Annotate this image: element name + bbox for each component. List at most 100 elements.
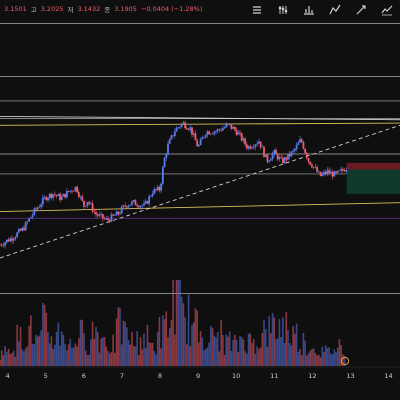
volume-bar-107 (182, 303, 185, 366)
candle-body-6 (9, 238, 12, 242)
candle-body-154 (263, 146, 265, 157)
volume-bar-8 (12, 350, 15, 366)
volume-bar-66 (112, 334, 114, 366)
volume-bar-174 (297, 351, 300, 366)
candle-body-27 (45, 196, 48, 201)
volume-bar-83 (141, 349, 144, 366)
chart-toolbar (250, 2, 394, 18)
indicators-icon[interactable] (302, 3, 316, 17)
candle-body-73 (124, 205, 127, 207)
volume-bar-101 (172, 280, 174, 366)
volume-bar-40 (67, 344, 70, 366)
volume-bar-61 (103, 337, 106, 366)
volume-bar-81 (138, 355, 140, 366)
candle-body-125 (213, 131, 216, 134)
candle-body-100 (170, 135, 173, 140)
volume-bar-13 (21, 349, 24, 366)
volume-bar-25 (42, 303, 44, 366)
volume-bar-165 (282, 317, 284, 366)
low-label: 저 (67, 6, 74, 14)
volume-bar-154 (263, 319, 265, 366)
candle-body-145 (247, 146, 250, 149)
candle-body-43 (72, 191, 75, 192)
candle-body-90 (153, 189, 156, 194)
candle-body-113 (192, 133, 195, 135)
candle-body-39 (65, 190, 68, 198)
volume-bar-124 (211, 327, 214, 366)
volume-bar-48 (81, 320, 84, 366)
candle-body-68 (115, 211, 118, 216)
candle-body-177 (302, 141, 305, 149)
candle-body-48 (81, 196, 84, 201)
volume-bar-125 (213, 335, 216, 366)
volume-bar-151 (258, 349, 260, 366)
candle-body-153 (261, 146, 264, 148)
volume-bar-116 (198, 342, 200, 366)
drawing-icon[interactable] (328, 3, 342, 17)
candle-body-35 (59, 194, 61, 200)
candle-body-78 (132, 200, 135, 202)
volume-bar-133 (227, 336, 229, 366)
volume-bar-157 (268, 316, 270, 366)
position-zones (346, 162, 400, 194)
tools-icon[interactable] (354, 3, 368, 17)
x-tick-12: 12 (308, 372, 316, 380)
menu-icon[interactable] (250, 3, 264, 17)
candle-body-17 (28, 218, 31, 222)
candle-body-158 (269, 159, 272, 161)
candle-body-156 (266, 154, 269, 162)
candle-body-165 (281, 157, 284, 164)
candle-body-52 (88, 202, 91, 204)
candle-body-49 (83, 200, 85, 207)
volume-bar-3 (4, 346, 6, 366)
volume-bar-183 (312, 348, 315, 366)
volume-bar-2 (2, 355, 5, 366)
volume-bar-28 (47, 331, 49, 366)
sliders-icon[interactable] (276, 3, 290, 17)
candle-body-135 (230, 124, 233, 129)
candle-body-187 (319, 171, 322, 176)
candle-body-53 (89, 203, 92, 205)
compare-icon[interactable] (380, 3, 394, 17)
candle-body-191 (326, 170, 329, 174)
volume-bar-193 (330, 353, 332, 366)
candle-body-50 (84, 206, 87, 207)
candle-body-4 (5, 239, 8, 243)
candle-body-87 (148, 196, 151, 204)
volume-bar-98 (167, 337, 169, 366)
candle-body-199 (340, 169, 343, 171)
volume-bar-113 (192, 322, 195, 366)
candle-body-151 (257, 141, 260, 144)
volume-bar-156 (266, 346, 269, 366)
volume-bar-201 (343, 355, 346, 366)
candle-body-133 (227, 124, 229, 125)
candle-body-170 (290, 151, 293, 157)
candle-body-200 (341, 169, 344, 171)
volume-bar-176 (300, 355, 303, 366)
candle-body-159 (271, 154, 274, 160)
candle-body-67 (113, 215, 116, 217)
candle-body-60 (101, 213, 104, 219)
volume-bar-181 (309, 350, 312, 366)
candle-body-38 (64, 193, 67, 198)
volume-bar-128 (218, 351, 221, 366)
volume-bar-12 (19, 326, 22, 366)
candle-body-28 (47, 198, 49, 201)
candle-body-62 (105, 218, 108, 220)
volume-bar-121 (206, 347, 209, 366)
candle-body-146 (249, 146, 252, 149)
volume-bar-75 (127, 340, 130, 366)
volume-bar-24 (40, 330, 42, 366)
volume-bar-67 (114, 352, 116, 366)
high-label: 고 (30, 6, 37, 14)
volume-bar-89 (151, 342, 154, 366)
take-profit-zone (346, 169, 400, 194)
candle-body-9 (14, 237, 17, 239)
replay-icon[interactable] (340, 356, 350, 366)
candle-body-148 (252, 147, 255, 148)
candle-body-7 (11, 238, 13, 241)
trend-lines (0, 115, 400, 259)
candle-body-132 (225, 124, 228, 128)
candle-body-166 (283, 157, 286, 164)
